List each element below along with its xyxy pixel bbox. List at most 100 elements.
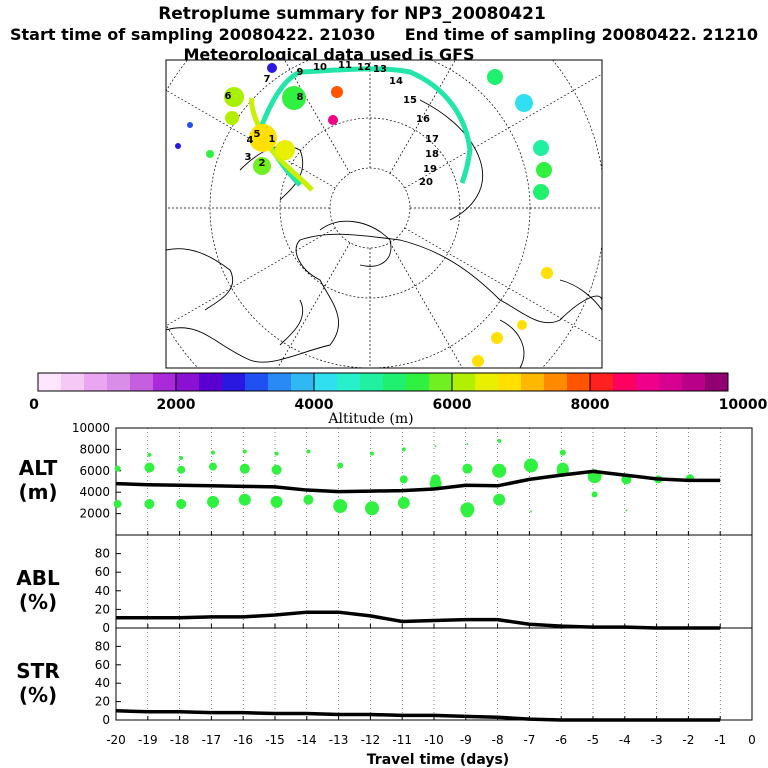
y-axis-label: (m): [18, 480, 57, 504]
x-tick-label: -5: [587, 733, 599, 747]
plume-marker: [175, 143, 181, 149]
altitude-dot: [306, 449, 311, 454]
series-line: [115, 469, 721, 494]
x-tick-label: -8: [492, 733, 504, 747]
altitude-dot: [206, 495, 219, 508]
y-tick-label: 60: [95, 658, 110, 672]
colorbar-cell: [659, 373, 683, 391]
x-tick-label: -13: [329, 733, 349, 747]
colorbar-cell: [613, 373, 637, 391]
day-label: 9: [297, 67, 304, 78]
colorbar-cell: [268, 373, 292, 391]
day-label: 6: [225, 91, 232, 102]
day-label: 13: [373, 64, 387, 75]
y-tick-label: 40: [95, 676, 110, 690]
y-tick-label: 2000: [79, 507, 110, 521]
colorbar-cell: [291, 373, 315, 391]
colorbar-tick-label: 4000: [295, 397, 334, 413]
altitude-dot: [242, 449, 247, 454]
x-tick-label: 0: [748, 733, 756, 747]
x-tick-label: -17: [202, 733, 222, 747]
plume-marker: [328, 115, 338, 125]
colorbar-cell: [636, 373, 660, 391]
y-tick-label: 10000: [72, 421, 110, 435]
series-line: [116, 610, 721, 630]
plume-marker: [253, 157, 271, 175]
y-tick-label: 40: [95, 584, 110, 598]
colorbar-cell: [245, 373, 269, 391]
series-line: [115, 709, 721, 722]
altitude-dot: [271, 464, 282, 475]
panel-0: 2000 4000 6000 8000 10000 ALT(m): [18, 421, 753, 536]
colorbar-cell: [61, 373, 85, 391]
x-tick-label: -14: [297, 733, 317, 747]
day-label: 7: [264, 74, 271, 85]
colorbar-tick-label: 6000: [433, 397, 472, 413]
altitude-dot: [591, 491, 598, 498]
day-label: 19: [423, 164, 437, 175]
colorbar-cell: [84, 373, 108, 391]
day-label: 5: [254, 129, 261, 140]
colorbar-cell: [429, 373, 453, 391]
colorbar-cell: [406, 373, 430, 391]
altitude-dot: [461, 505, 474, 518]
altitude-dot: [523, 458, 538, 473]
colorbar-tick-label: 10000: [719, 397, 768, 413]
x-tick-label: -2: [682, 733, 694, 747]
plume-marker: [225, 111, 239, 125]
panel-1: 0 20 40 60 80 ABL(%): [16, 534, 753, 635]
x-tick-label: -12: [361, 733, 381, 747]
altitude-dot: [239, 463, 250, 474]
y-axis-label: ALT: [19, 456, 58, 480]
day-label: 16: [416, 114, 430, 125]
plume-marker: [533, 184, 549, 200]
day-label: 3: [245, 152, 252, 163]
coastlines: [166, 99, 602, 368]
end-time: End time of sampling 20080422. 21210: [405, 25, 758, 44]
day-label: 10: [313, 62, 327, 73]
plume-marker: [533, 140, 549, 156]
colorbar-cell: [521, 373, 545, 391]
time-series-panels: 200040006000800010000ALT(m)020406080ABL(…: [16, 421, 756, 747]
y-axis-label: STR: [16, 659, 59, 683]
plume-marker: [515, 94, 533, 112]
plume-marker: [472, 355, 484, 367]
colorbar-title: Altitude (m): [327, 411, 413, 427]
day-label: 15: [403, 95, 417, 106]
altitude-dot: [177, 465, 186, 474]
x-tick-label: -11: [392, 733, 412, 747]
met-data: Meteorological data used is GFS: [183, 45, 474, 64]
day-label: 17: [425, 134, 439, 145]
day-label: 8: [297, 92, 304, 103]
altitude-dot: [369, 451, 374, 456]
x-tick-label: -20: [106, 733, 126, 747]
plume-marker: [536, 162, 552, 178]
day-label: 18: [425, 149, 439, 160]
x-tick-label: -9: [460, 733, 472, 747]
altitude-dot: [208, 462, 217, 471]
plume-marker: [517, 320, 527, 330]
altitude-dot: [429, 477, 442, 490]
altitude-dot: [113, 499, 122, 508]
y-tick-label: 80: [95, 639, 110, 653]
y-tick-label: 20: [95, 602, 110, 616]
x-tick-label: -3: [651, 733, 663, 747]
altitude-dot: [210, 450, 215, 455]
y-tick-label: 6000: [79, 464, 110, 478]
panel-frame: [115, 534, 753, 629]
plume-markers: [175, 63, 553, 367]
colorbar-cell: [590, 373, 614, 391]
altitude-dot: [497, 438, 502, 443]
altitude-dot: [492, 463, 507, 478]
y-tick-label: 20: [95, 695, 110, 709]
x-tick-label: -18: [170, 733, 190, 747]
x-tick-label: -16: [233, 733, 253, 747]
altitude-dot: [401, 447, 406, 452]
altitude-dot: [303, 494, 314, 505]
altitude-dot: [144, 498, 155, 509]
colorbar-cell: [475, 373, 499, 391]
